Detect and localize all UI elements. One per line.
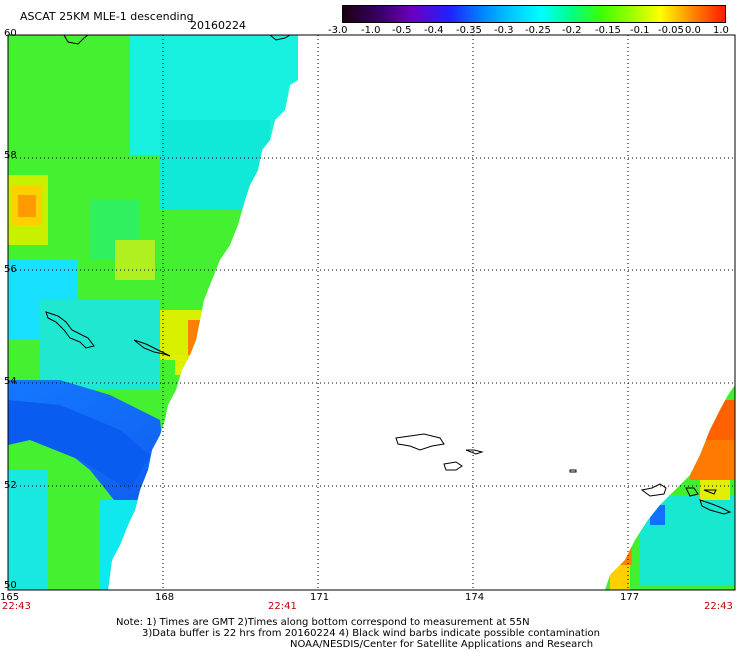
lat-label: 60 (4, 28, 17, 39)
left-swath (8, 35, 298, 590)
colorbar-gradient (343, 6, 725, 22)
lat-label: 58 (4, 150, 17, 161)
colorbar-label: -0.3 (494, 25, 514, 36)
lat-label: 50 (4, 580, 17, 591)
note-line-2: 3)Data buffer is 22 hrs from 20160224 4)… (142, 628, 600, 639)
time-label-right: 22:43 (704, 601, 733, 612)
colorbar-labels: -3.0 -1.0 -0.5 -0.4 -0.35 -0.3 -0.25 -0.… (328, 25, 738, 39)
lon-label: 174 (465, 592, 485, 603)
colorbar-label: -0.05 (658, 25, 684, 36)
lon-label: 171 (310, 592, 330, 603)
time-label-middle: 22:41 (268, 601, 297, 612)
note-line-3: NOAA/NESDIS/Center for Satellite Applica… (290, 639, 594, 650)
grid-lines (8, 35, 735, 590)
colorbar-label: -1.0 (361, 25, 381, 36)
colorbar-label: -0.35 (456, 25, 482, 36)
colorbar-label: 0.0 (685, 25, 701, 36)
lon-label: 168 (155, 592, 175, 603)
map-frame (7, 34, 736, 591)
lon-label: 177 (620, 592, 640, 603)
coastlines (45, 34, 732, 515)
map-title: ASCAT 25KM MLE-1 descending (20, 10, 194, 23)
lon-label: 165 (0, 592, 20, 603)
lat-label: 54 (4, 376, 17, 387)
colorbar-label: -0.25 (525, 25, 551, 36)
colorbar (342, 5, 726, 23)
colorbar-label: -0.2 (562, 25, 582, 36)
time-label-left: 22:43 (2, 601, 31, 612)
lat-label: 52 (4, 480, 17, 491)
colorbar-label: -0.4 (424, 25, 444, 36)
colorbar-label: 1.0 (713, 25, 729, 36)
colorbar-label: -0.15 (595, 25, 621, 36)
right-swath (605, 385, 735, 590)
colorbar-label: -0.5 (392, 25, 412, 36)
colorbar-label: -0.1 (630, 25, 650, 36)
colorbar-label: -3.0 (328, 25, 348, 36)
map-date: 20160224 (190, 19, 246, 32)
note-line-1: Note: 1) Times are GMT 2)Times along bot… (116, 617, 530, 628)
lat-label: 56 (4, 264, 17, 275)
